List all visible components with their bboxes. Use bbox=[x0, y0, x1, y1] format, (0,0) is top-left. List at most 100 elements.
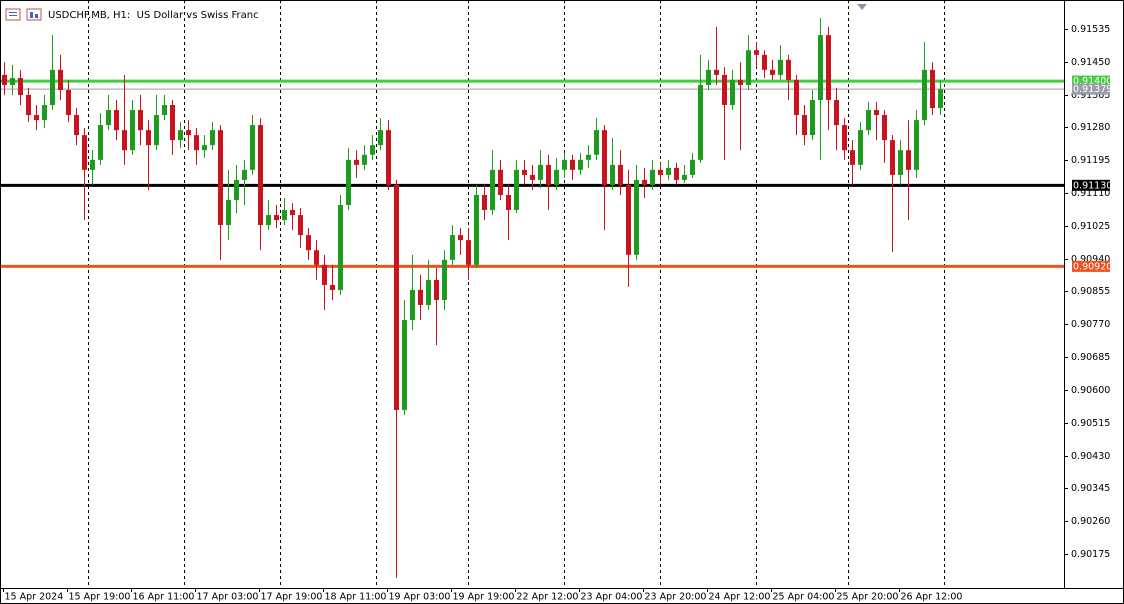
candle-body bbox=[778, 59, 783, 75]
candle-body bbox=[602, 130, 607, 185]
y-tick-label: 0.91280 bbox=[1071, 122, 1110, 133]
y-tick-label: 0.91365 bbox=[1071, 90, 1110, 101]
level-label-box bbox=[1072, 75, 1110, 87]
x-tick-label: 18 Apr 11:00 bbox=[325, 592, 387, 603]
candle-body bbox=[194, 135, 199, 151]
candle-body bbox=[754, 50, 759, 55]
candle-body bbox=[418, 289, 423, 306]
x-tick-label: 17 Apr 19:00 bbox=[261, 592, 323, 603]
candle-body bbox=[914, 120, 919, 170]
candle-body bbox=[874, 110, 879, 116]
candle-body bbox=[378, 130, 383, 146]
x-tick-label: 25 Apr 04:00 bbox=[773, 592, 835, 603]
candle-body bbox=[42, 105, 47, 121]
candle-body bbox=[426, 279, 431, 306]
candle-body bbox=[226, 199, 231, 226]
candle-body bbox=[746, 50, 751, 85]
candle-body bbox=[722, 74, 727, 106]
candle-body bbox=[802, 115, 807, 136]
y-tick-label: 0.90345 bbox=[1071, 483, 1110, 494]
candle-body bbox=[554, 169, 559, 185]
x-tick-label: 19 Apr 03:00 bbox=[389, 592, 451, 603]
icon-bar bbox=[35, 14, 38, 18]
level-label: 0.90920 bbox=[1073, 261, 1112, 272]
candle-body bbox=[442, 259, 447, 300]
candle-body bbox=[882, 115, 887, 141]
candle-body bbox=[794, 79, 799, 116]
y-tick-label: 0.91195 bbox=[1071, 155, 1110, 166]
candle-body bbox=[842, 125, 847, 151]
candle-body bbox=[114, 110, 119, 131]
candle-body bbox=[786, 59, 791, 80]
candle-body bbox=[26, 94, 31, 116]
candle-body bbox=[154, 115, 159, 146]
candle-body bbox=[122, 130, 127, 151]
candle-body bbox=[706, 69, 711, 85]
candle-body bbox=[938, 89, 943, 109]
candle-body bbox=[98, 125, 103, 160]
candle-body bbox=[458, 235, 463, 241]
candle-body bbox=[186, 130, 191, 136]
candle-body bbox=[258, 125, 263, 226]
candle-body bbox=[18, 77, 23, 95]
x-tick-label: 17 Apr 03:00 bbox=[197, 592, 259, 603]
candle-body bbox=[850, 150, 855, 165]
icon-bar bbox=[30, 12, 33, 18]
candle-layer bbox=[2, 18, 943, 578]
candle-body bbox=[570, 159, 575, 170]
candle-body bbox=[930, 69, 935, 109]
candle-body bbox=[482, 194, 487, 211]
axis-layer: 0.91535 0.91450 0.91365 0.91280 0.91195 0.911… bbox=[3, 24, 1112, 603]
candle-body bbox=[410, 289, 415, 321]
candle-body bbox=[266, 215, 271, 226]
candle-body bbox=[858, 130, 863, 165]
grid-layer bbox=[88, 0, 945, 588]
candle-body bbox=[290, 210, 295, 216]
candle-body bbox=[138, 110, 143, 131]
candle-body bbox=[522, 169, 527, 175]
candle-body bbox=[210, 130, 215, 146]
candle-body bbox=[354, 159, 359, 165]
candle-body bbox=[106, 110, 111, 126]
candle-body bbox=[146, 130, 151, 146]
x-tick-label: 16 Apr 11:00 bbox=[133, 592, 195, 603]
y-tick-label: 0.90175 bbox=[1071, 549, 1110, 560]
candle-body bbox=[610, 164, 615, 185]
y-tick-label: 0.90940 bbox=[1071, 254, 1110, 265]
candle-body bbox=[578, 159, 583, 170]
candle-body bbox=[314, 250, 319, 265]
candle-body bbox=[738, 79, 743, 85]
candle-body bbox=[162, 105, 167, 116]
candle-body bbox=[634, 179, 639, 255]
x-tick-label: 26 Apr 12:00 bbox=[901, 592, 963, 603]
candle-body bbox=[682, 174, 687, 180]
level-label-box bbox=[1072, 179, 1110, 191]
candle-body bbox=[82, 135, 87, 170]
candle-body bbox=[298, 215, 303, 236]
y-tick-label: 0.90855 bbox=[1071, 286, 1110, 297]
y-tick-label: 0.91025 bbox=[1071, 221, 1110, 232]
x-tick-label: 15 Apr 19:00 bbox=[69, 592, 131, 603]
level-label-box bbox=[1072, 260, 1110, 272]
y-tick-label: 0.90515 bbox=[1071, 418, 1110, 429]
candle-body bbox=[218, 130, 223, 226]
y-tick-label: 0.90685 bbox=[1071, 352, 1110, 363]
candle-body bbox=[250, 125, 255, 170]
candle-body bbox=[34, 115, 39, 121]
candle-body bbox=[618, 164, 623, 185]
y-tick-label: 0.90430 bbox=[1071, 451, 1110, 462]
candle-body bbox=[402, 320, 407, 411]
candle-body bbox=[322, 264, 327, 285]
candle-body bbox=[890, 140, 895, 175]
candle-body bbox=[170, 105, 175, 141]
candle-body bbox=[394, 184, 399, 411]
icon-window bbox=[5, 8, 21, 21]
y-tick-label: 0.90600 bbox=[1071, 385, 1110, 396]
candle-body bbox=[274, 215, 279, 221]
candle-body bbox=[90, 159, 95, 170]
x-tick-label: 19 Apr 19:00 bbox=[453, 592, 515, 603]
x-tick-label: 23 Apr 20:00 bbox=[645, 592, 707, 603]
candle-body bbox=[474, 194, 479, 265]
candle-body bbox=[346, 159, 351, 206]
